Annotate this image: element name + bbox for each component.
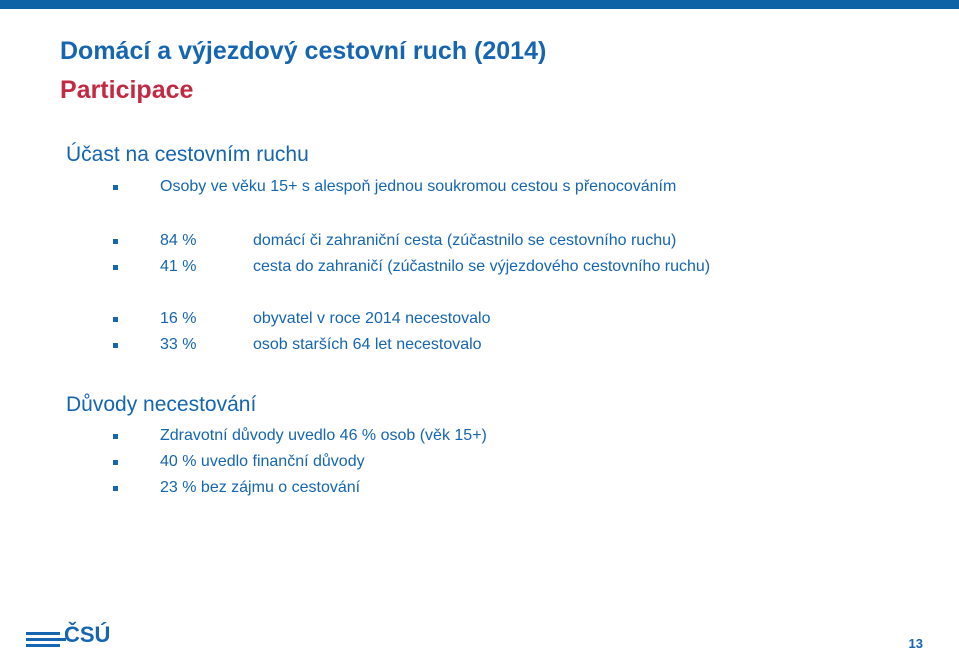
bullet-reason: Zdravotní důvody uvedlo 46 % osob (věk 1… [113,426,487,446]
bullet-text: Zdravotní důvody uvedlo 46 % osob (věk 1… [160,427,487,444]
logo-line [26,638,66,641]
bullet-intro: Osoby ve věku 15+ s alespoň jednou soukr… [113,177,676,197]
slide-subtitle: Participace [60,76,194,104]
bullet-text: 40 % uvedlo finanční důvody [160,453,365,470]
stat-text: cesta do zahraničí (zúčastnilo se výjezd… [253,258,711,275]
page-number: 13 [908,636,923,651]
csu-logo: ČSÚ [26,622,116,650]
bullet-text: Osoby ve věku 15+ s alespoň jednou soukr… [160,178,677,195]
slide-title: Domácí a výjezdový cestovní ruch (2014) [60,37,547,65]
bullet-square-icon [113,264,118,270]
bullet-square-icon [113,342,118,348]
bullet-reason: 40 % uvedlo finanční důvody [113,452,365,472]
logo-line [26,644,60,647]
stat-percent: 33 % [160,336,197,353]
logo-text: ČSÚ [64,622,111,647]
stat-percent: 84 % [160,232,197,249]
bullet-stat: 33 % osob starších 64 let necestovalo [113,335,482,355]
bullet-square-icon [113,184,118,190]
stat-text: domácí či zahraniční cesta (zúčastnilo s… [253,232,677,249]
stat-percent: 16 % [160,310,197,327]
stat-percent: 41 % [160,258,197,275]
bullet-stat: 41 % cesta do zahraničí (zúčastnilo se v… [113,257,710,277]
bullet-stat: 16 % obyvatel v roce 2014 necestovalo [113,309,490,329]
bullet-reason: 23 % bez zájmu o cestování [113,478,360,498]
section-heading-reasons: Důvody necestování [66,393,257,416]
section-heading-participation: Účast na cestovním ruchu [66,143,309,166]
logo-line [26,632,60,635]
bullet-square-icon [113,485,118,491]
bullet-text: 23 % bez zájmu o cestování [160,479,361,496]
bullet-stat: 84 % domácí či zahraniční cesta (zúčastn… [113,231,676,251]
bullet-square-icon [113,316,118,322]
bullet-square-icon [113,238,118,244]
stat-text: obyvatel v roce 2014 necestovalo [253,310,491,327]
stat-text: osob starších 64 let necestovalo [253,336,482,353]
bullet-square-icon [113,433,118,439]
bullet-square-icon [113,459,118,465]
top-bar [0,0,959,9]
